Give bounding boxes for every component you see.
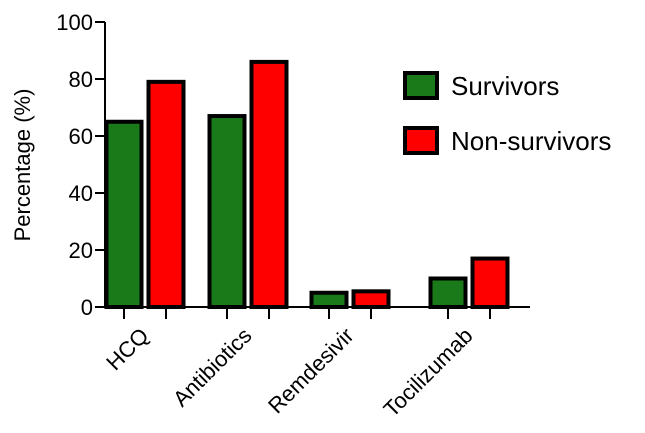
x-category-label: Antibiotics xyxy=(168,323,257,412)
bar-survivors-tocilizumab xyxy=(428,276,468,309)
y-tick-label: 60 xyxy=(69,124,93,149)
bar-non-survivors-tocilizumab xyxy=(470,256,510,309)
bar-non-survivors-hcq xyxy=(146,79,186,309)
y-tick-label: 0 xyxy=(81,295,93,320)
x-category-label: HCQ xyxy=(101,323,153,375)
bar-survivors-antibiotics xyxy=(207,114,247,309)
legend-swatch-survivors xyxy=(403,71,439,100)
bar-survivors-remdesivir xyxy=(309,290,349,309)
bar-non-survivors-antibiotics xyxy=(249,59,289,310)
legend-label: Non-survivors xyxy=(451,126,611,156)
y-axis-label: Percentage (%) xyxy=(10,89,35,242)
bars xyxy=(104,59,510,310)
x-category-label: Tocilizumab xyxy=(379,323,478,422)
y-tick-label: 100 xyxy=(56,10,93,35)
x-category-label: Remdesivir xyxy=(263,323,358,418)
y-tick-label: 80 xyxy=(69,67,93,92)
bar-survivors-hcq xyxy=(104,119,144,309)
legend: Survivors Non-survivors xyxy=(403,71,611,156)
y-tick-label: 40 xyxy=(69,181,93,206)
legend-label: Survivors xyxy=(451,71,559,101)
y-tick-label: 20 xyxy=(69,238,93,263)
legend-swatch-non-survivors xyxy=(403,126,439,155)
bar-non-survivors-remdesivir xyxy=(351,289,391,310)
x-category-labels: HCQ Antibiotics Remdesivir Tocilizumab xyxy=(101,323,477,422)
